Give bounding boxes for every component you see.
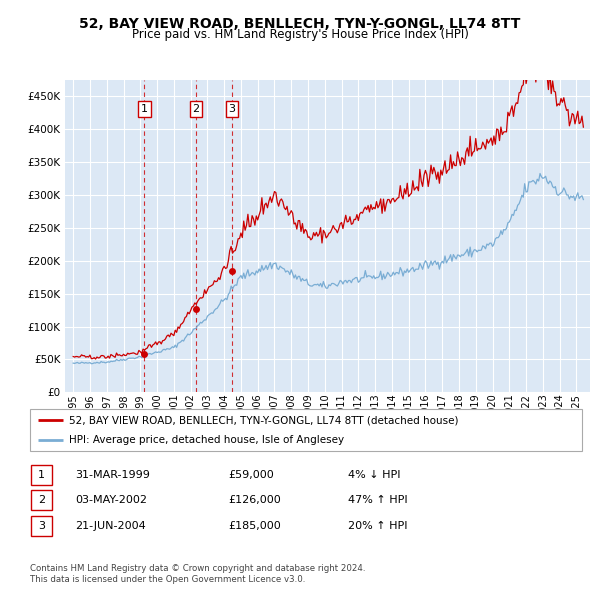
FancyBboxPatch shape: [31, 465, 52, 485]
FancyBboxPatch shape: [31, 490, 52, 510]
Text: 52, BAY VIEW ROAD, BENLLECH, TYN-Y-GONGL, LL74 8TT: 52, BAY VIEW ROAD, BENLLECH, TYN-Y-GONGL…: [79, 17, 521, 31]
FancyBboxPatch shape: [31, 516, 52, 536]
Text: 2: 2: [193, 104, 200, 114]
Text: This data is licensed under the Open Government Licence v3.0.: This data is licensed under the Open Gov…: [30, 575, 305, 584]
Text: £126,000: £126,000: [228, 495, 281, 505]
Text: Price paid vs. HM Land Registry's House Price Index (HPI): Price paid vs. HM Land Registry's House …: [131, 28, 469, 41]
Text: 03-MAY-2002: 03-MAY-2002: [75, 495, 147, 505]
Text: 20% ↑ HPI: 20% ↑ HPI: [348, 521, 407, 531]
Text: £185,000: £185,000: [228, 521, 281, 531]
Text: 21-JUN-2004: 21-JUN-2004: [75, 521, 146, 531]
Text: 52, BAY VIEW ROAD, BENLLECH, TYN-Y-GONGL, LL74 8TT (detached house): 52, BAY VIEW ROAD, BENLLECH, TYN-Y-GONGL…: [68, 415, 458, 425]
Text: £59,000: £59,000: [228, 470, 274, 480]
Text: 47% ↑ HPI: 47% ↑ HPI: [348, 495, 407, 505]
Text: HPI: Average price, detached house, Isle of Anglesey: HPI: Average price, detached house, Isle…: [68, 435, 344, 445]
Text: 4% ↓ HPI: 4% ↓ HPI: [348, 470, 401, 480]
Text: Contains HM Land Registry data © Crown copyright and database right 2024.: Contains HM Land Registry data © Crown c…: [30, 565, 365, 573]
Text: 2: 2: [38, 495, 45, 505]
Text: 31-MAR-1999: 31-MAR-1999: [75, 470, 150, 480]
FancyBboxPatch shape: [30, 409, 582, 451]
Text: 3: 3: [38, 521, 45, 531]
Text: 3: 3: [229, 104, 235, 114]
Text: 1: 1: [38, 470, 45, 480]
Text: 1: 1: [141, 104, 148, 114]
